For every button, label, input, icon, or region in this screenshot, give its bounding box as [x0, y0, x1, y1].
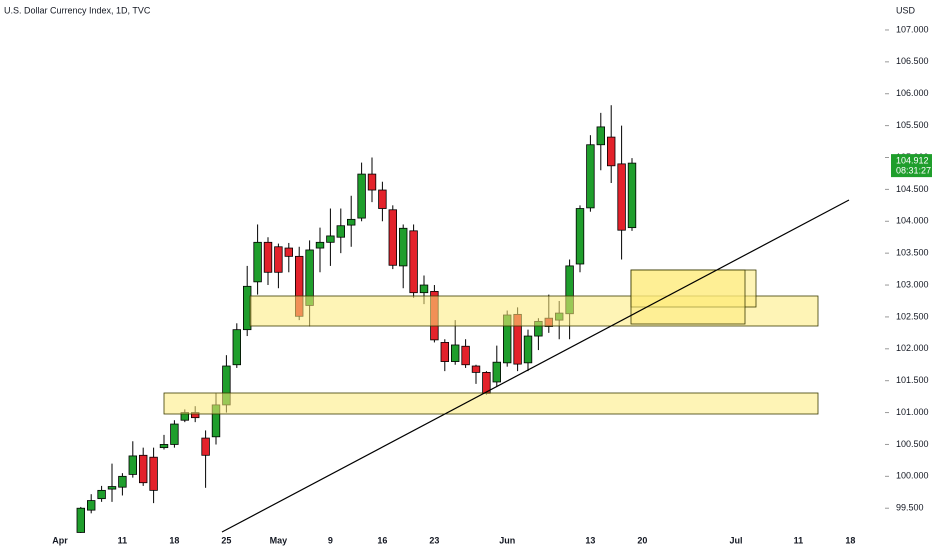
x-tick-label: 18: [169, 535, 179, 545]
candle-body: [419, 284, 429, 294]
y-tick-label: 106.500: [896, 56, 929, 66]
candle-body: [461, 345, 470, 366]
candle-body: [575, 208, 585, 265]
x-tick-label: Apr: [52, 535, 68, 545]
y-tick-label: 104.500: [896, 184, 929, 194]
candle-body: [138, 454, 148, 484]
candle-body: [253, 241, 262, 283]
candle-body: [149, 456, 158, 491]
y-tick-label: 100.000: [896, 471, 929, 481]
candle-body: [87, 500, 96, 511]
price-axis: 99.500 100.000 100.500 101.000 101.500 102.00…: [885, 24, 929, 513]
x-tick-label: 25: [221, 535, 231, 545]
candle-body: [617, 163, 626, 231]
candle-body: [107, 486, 117, 490]
candle-body: [357, 173, 366, 219]
y-tick-label: 101.000: [896, 407, 929, 417]
x-tick-label: 18: [845, 535, 855, 545]
y-tick-label: 99.500: [896, 503, 924, 513]
candle-body: [367, 173, 377, 191]
x-tick-label: Jun: [499, 535, 515, 545]
x-tick-label: Jul: [729, 535, 742, 545]
candle-body: [596, 126, 605, 146]
candle-body: [159, 444, 169, 449]
candle-body: [450, 344, 460, 362]
candle-body: [97, 489, 106, 500]
candle-body: [201, 437, 210, 456]
candle-body: [284, 247, 293, 257]
x-tick-label: 11: [118, 535, 128, 545]
candle-body: [440, 342, 449, 362]
y-tick-label: 106.000: [896, 88, 929, 98]
y-tick-label: 107.000: [896, 24, 929, 34]
zone: [630, 269, 746, 325]
zone: [163, 392, 819, 415]
candle-body: [170, 423, 179, 445]
candle-body: [263, 241, 273, 273]
candle-body: [586, 144, 595, 209]
candle-body: [492, 361, 501, 383]
x-tick-label: 13: [585, 535, 595, 545]
chart-title: U.S. Dollar Currency Index, 1D, TVC: [4, 5, 151, 15]
candle-body: [315, 241, 325, 249]
candle-body: [128, 455, 137, 475]
y-tick-label: 102.500: [896, 311, 929, 321]
last-price-box: [891, 154, 932, 178]
drawings: [163, 199, 850, 533]
trend-line: [221, 199, 850, 533]
candle-body: [326, 235, 335, 243]
candle-body: [232, 329, 241, 366]
candle-body: [388, 209, 397, 266]
candle-body: [607, 136, 616, 167]
y-tick-label: 105.500: [896, 120, 929, 130]
countdown-label: 08:31:27: [896, 165, 931, 175]
candle-body: [336, 225, 345, 238]
y-tick-label: 102.000: [896, 343, 929, 353]
y-tick-label: 100.500: [896, 439, 929, 449]
candle-body: [409, 230, 418, 294]
x-tick-label: 16: [377, 535, 387, 545]
candle-body: [118, 475, 127, 488]
last-price-label: 104.912: [896, 155, 929, 165]
y-tick-label: 101.500: [896, 375, 929, 385]
candle-body: [378, 189, 387, 209]
candle-body: [346, 218, 356, 226]
candle-body: [523, 335, 533, 364]
y-tick-label: 103.500: [896, 248, 929, 258]
currency-label: USD: [896, 5, 916, 15]
x-tick-label: May: [270, 535, 288, 545]
candle-body: [627, 162, 637, 229]
x-tick-label: 20: [637, 535, 647, 545]
y-tick-label: 104.000: [896, 216, 929, 226]
candle-body: [274, 246, 283, 273]
x-tick-label: 9: [328, 535, 333, 545]
candle-body: [471, 365, 481, 373]
x-tick-label: 23: [429, 535, 439, 545]
candle-body: [76, 507, 85, 533]
candle-body: [398, 227, 408, 267]
x-tick-label: 11: [794, 535, 804, 545]
y-tick-label: 103.000: [896, 279, 929, 289]
